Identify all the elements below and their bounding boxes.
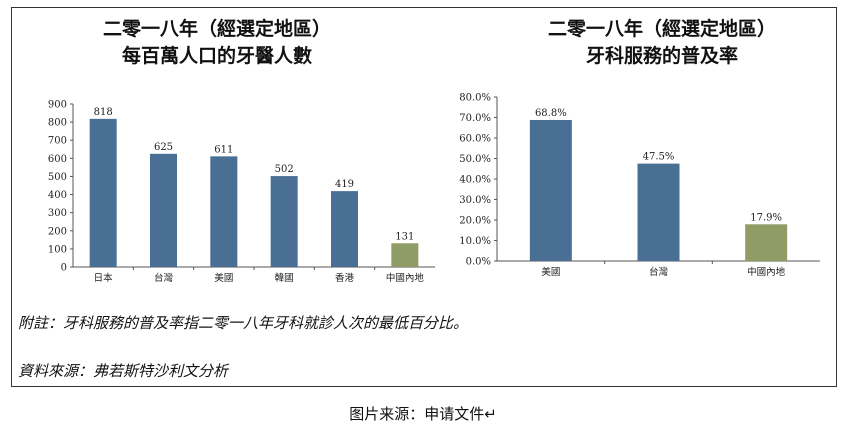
left-chart-category-label: 日本 bbox=[94, 272, 114, 284]
left-chart-y-tick-label: 500 bbox=[48, 172, 67, 183]
left-chart-title-line2: 每百萬人口的牙醫人數 bbox=[121, 45, 312, 67]
left-chart-y-tick-label: 300 bbox=[48, 208, 67, 219]
left-chart-bar bbox=[210, 156, 238, 267]
left-chart-y-tick-label: 200 bbox=[48, 226, 67, 237]
right-chart-category-label: 中國內地 bbox=[747, 266, 786, 278]
dental-penetration-chart: 0.0% 10.0% 20.0% 30.0% 40.0% 50.0% 60.0% 70.0% 8… bbox=[459, 93, 820, 278]
left-chart-y-tick-label: 400 bbox=[48, 190, 67, 201]
right-chart-title-line1: 二零一八年（經選定地區） bbox=[547, 18, 776, 40]
figure-frame: 二零一八年（經選定地區） 每百萬人口的牙醫人數 二零一八年（經選定地區） 牙科服… bbox=[11, 7, 837, 387]
right-chart-y-tick-label: 70.0% bbox=[459, 113, 491, 124]
right-chart-category-label: 台灣 bbox=[649, 266, 669, 278]
right-chart-y-tick-label: 0.0% bbox=[466, 257, 491, 268]
right-chart-data-label: 17.9% bbox=[750, 212, 782, 223]
image-caption: 图片来源：申请文件↵ bbox=[349, 405, 497, 423]
left-chart-bar bbox=[331, 191, 358, 267]
right-chart-bar bbox=[529, 119, 572, 262]
left-chart-category-label: 美國 bbox=[214, 272, 233, 284]
left-chart-bar bbox=[89, 118, 117, 268]
right-chart-title-line2: 牙科服務的普及率 bbox=[585, 45, 738, 67]
right-chart-y-tick-label: 80.0% bbox=[459, 93, 491, 104]
left-chart-data-label: 818 bbox=[94, 107, 113, 118]
right-chart-bar bbox=[745, 224, 788, 261]
left-chart-y-tick-label: 0 bbox=[61, 263, 67, 274]
left-chart-bar bbox=[270, 176, 298, 267]
left-chart-data-label: 419 bbox=[335, 179, 354, 190]
left-chart-category-label: 中國內地 bbox=[386, 272, 425, 284]
left-chart-data-label: 502 bbox=[275, 164, 294, 175]
left-chart-bar bbox=[391, 243, 419, 267]
left-chart-title-line1: 二零一八年（經選定地區） bbox=[102, 18, 331, 40]
right-chart-bar bbox=[637, 163, 680, 261]
left-chart-y-tick-label: 600 bbox=[48, 154, 67, 165]
right-chart-y-tick-label: 60.0% bbox=[459, 134, 491, 145]
dentists-per-million-chart: 0 100 200 300 400 500 600 700 800 900 818 日本 625 台灣 61… bbox=[48, 100, 435, 284]
right-chart-data-label: 47.5% bbox=[643, 152, 675, 163]
right-chart-y-tick-label: 50.0% bbox=[459, 154, 491, 165]
right-chart-data-label: 68.8% bbox=[535, 108, 567, 119]
left-chart-category-label: 香港 bbox=[335, 272, 355, 284]
left-chart-y-tick-label: 100 bbox=[48, 244, 67, 255]
right-chart-y-tick-label: 20.0% bbox=[459, 216, 491, 227]
left-chart-y-tick-label: 800 bbox=[48, 118, 67, 129]
chart-source: 資料來源：弗若斯特沙利文分析 bbox=[18, 362, 229, 380]
chart-note: 附註：牙科服務的普及率指二零一八年牙科就診人次的最低百分比。 bbox=[18, 314, 469, 332]
left-chart-category-label: 台灣 bbox=[154, 272, 174, 284]
left-chart-category-label: 韓國 bbox=[275, 273, 294, 284]
left-chart-title: 二零一八年（經選定地區） 每百萬人口的牙醫人數 bbox=[52, 16, 382, 70]
right-chart-y-tick-label: 30.0% bbox=[459, 195, 491, 206]
left-chart-y-tick-label: 900 bbox=[48, 100, 67, 111]
left-chart-bar bbox=[150, 153, 177, 267]
right-chart-category-label: 美國 bbox=[541, 266, 560, 278]
right-chart-title: 二零一八年（經選定地區） 牙科服務的普及率 bbox=[492, 16, 832, 70]
left-chart-data-label: 611 bbox=[214, 144, 233, 155]
right-chart-y-tick-label: 40.0% bbox=[459, 175, 491, 186]
left-chart-data-label: 131 bbox=[395, 231, 414, 242]
left-chart-data-label: 625 bbox=[154, 142, 173, 153]
right-chart-y-tick-label: 10.0% bbox=[459, 236, 491, 247]
left-chart-y-tick-label: 700 bbox=[48, 136, 67, 147]
